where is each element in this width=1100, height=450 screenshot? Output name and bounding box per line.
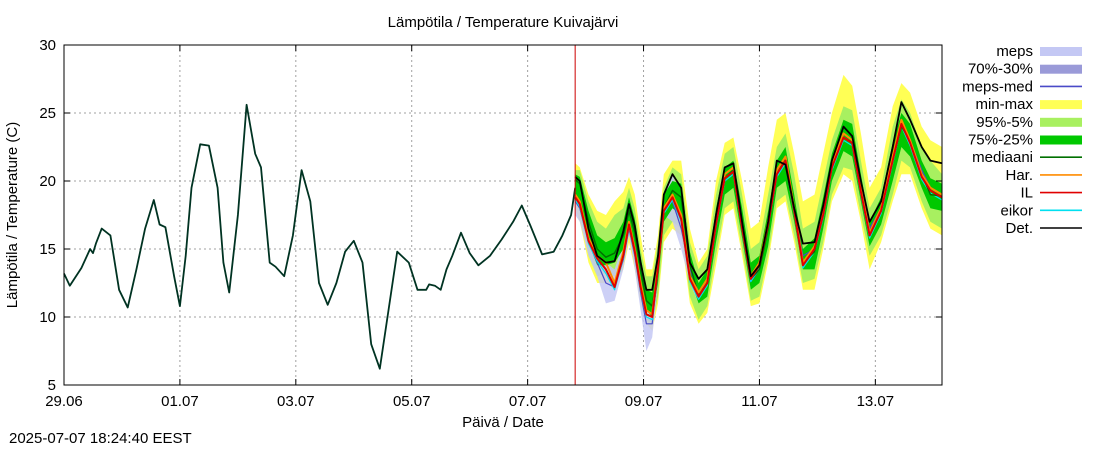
- x-tick-label: 01.07: [161, 393, 199, 410]
- x-tick-label: 29.06: [45, 393, 83, 410]
- legend-swatch: [1040, 100, 1082, 110]
- plot-frame: [63, 44, 943, 386]
- band-95-5: [575, 99, 942, 324]
- line-det: [574, 101, 943, 291]
- x-tick-label: 09.07: [625, 393, 663, 410]
- legend-label: meps-med: [962, 78, 1033, 95]
- legend-label: eikor: [1000, 202, 1033, 219]
- legend-label: 70%-30%: [968, 61, 1033, 78]
- y-tick-label: 10: [39, 309, 56, 326]
- y-tick-label: 25: [39, 105, 56, 122]
- legend-label: 75%-25%: [968, 132, 1033, 149]
- chart-title: Lämpötila / Temperature Kuivajärvi: [388, 14, 619, 31]
- legend-swatch: [1040, 117, 1082, 127]
- legend: meps70%-30%meps-medmin-max95%-5%75%-25%m…: [962, 43, 1082, 237]
- legend-label: min-max: [975, 96, 1033, 113]
- legend-label: 95%-5%: [976, 114, 1033, 131]
- line-observed: [63, 103, 577, 370]
- legend-label: mediaani: [972, 149, 1033, 166]
- x-axis-label: Päivä / Date: [462, 414, 544, 431]
- forecast-lines: [574, 101, 943, 325]
- timestamp: 2025-07-07 18:24:40 EEST: [9, 430, 192, 447]
- y-tick-label: 5: [48, 377, 56, 394]
- observed-series: [63, 103, 577, 370]
- legend-swatch: [1040, 47, 1082, 56]
- y-tick-label: 20: [39, 173, 56, 190]
- legend-label: meps: [996, 43, 1033, 60]
- legend-swatch: [1040, 135, 1082, 145]
- y-axis-label: Lämpötila / Temperature (C): [4, 122, 21, 308]
- line-il: [574, 122, 943, 318]
- x-tick-label: 11.07: [741, 393, 777, 410]
- legend-swatch: [1040, 64, 1082, 74]
- legend-label: IL: [1020, 185, 1033, 202]
- y-tick-label: 15: [39, 241, 56, 258]
- x-tick-label: 03.07: [277, 393, 315, 410]
- y-tick-label: 30: [39, 37, 56, 54]
- x-tick-label: 05.07: [393, 393, 431, 410]
- legend-label: Det.: [1005, 220, 1033, 237]
- x-tick-label: 07.07: [509, 393, 547, 410]
- legend-label: Har.: [1005, 167, 1033, 184]
- axis-ticks: 5 10 15 20 25 30 29.06 01.07 03.07 05.07 07.07 09.0…: [39, 37, 942, 410]
- x-tick-label: 13.07: [857, 393, 895, 410]
